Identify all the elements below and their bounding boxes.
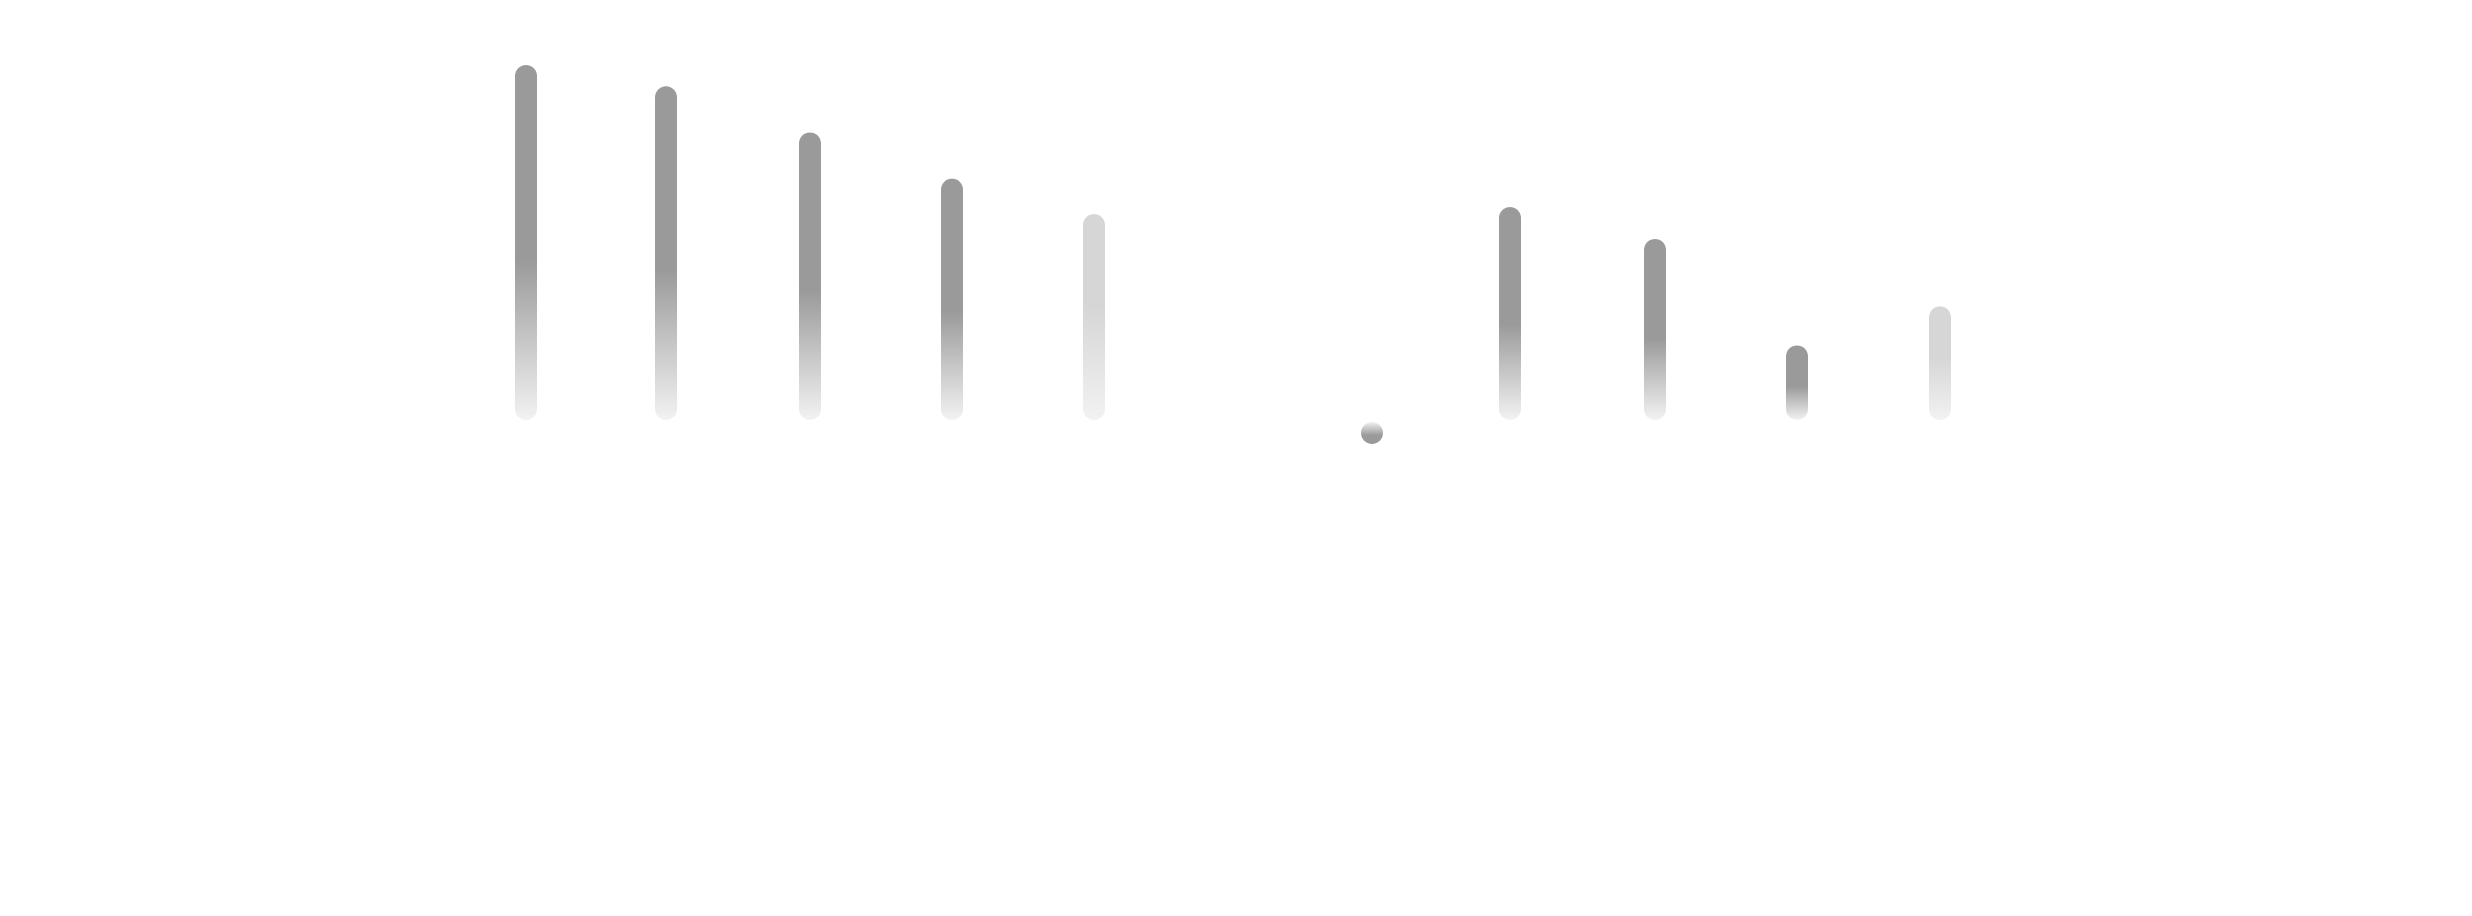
- bar-8: [1644, 238, 1666, 420]
- bar-10: [1929, 306, 1951, 420]
- bars-layer: [515, 65, 1951, 444]
- bar-7: [1499, 207, 1521, 420]
- bar-2: [655, 86, 677, 421]
- bar-1: [515, 65, 537, 420]
- bar-6: [1361, 422, 1383, 444]
- bar-4: [941, 178, 963, 420]
- bar-5: [1083, 214, 1105, 420]
- bar-3: [799, 132, 821, 420]
- bar-9: [1786, 345, 1808, 420]
